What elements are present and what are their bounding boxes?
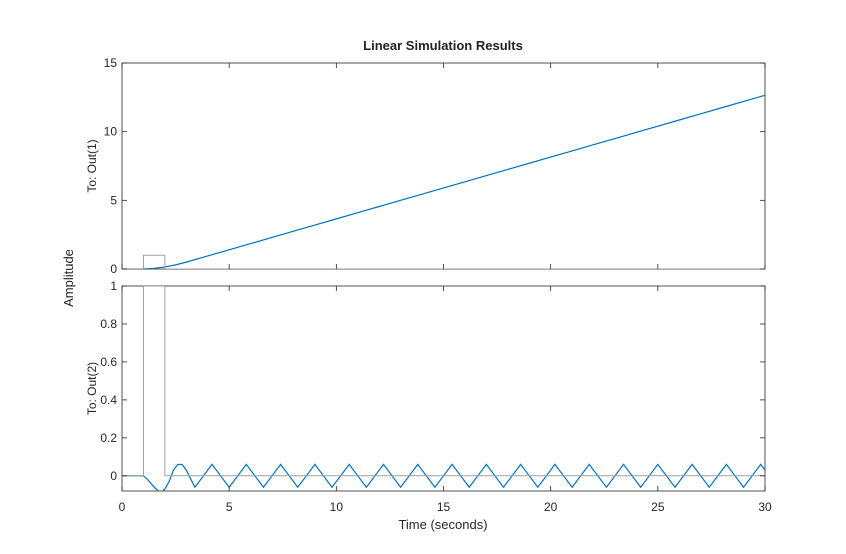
y-tick-label: 0 xyxy=(110,262,117,276)
subplot-2-response-line xyxy=(122,463,765,491)
x-tick-label: 10 xyxy=(330,500,344,514)
x-tick-label: 15 xyxy=(437,500,451,514)
subplot-1-input-line xyxy=(122,254,765,269)
x-tick-label: 25 xyxy=(651,500,665,514)
y-axis-label: Amplitude xyxy=(61,249,76,307)
y-tick-label: 15 xyxy=(104,56,118,70)
subplot-2-input-line xyxy=(122,286,765,477)
y-tick-label: 1 xyxy=(110,279,117,293)
x-axis-label: Time (seconds) xyxy=(398,517,487,532)
y-tick-label: 5 xyxy=(110,193,117,207)
y-tick-label: 0.4 xyxy=(100,393,117,407)
subplot-2-output-label: To: Out(2) xyxy=(85,362,99,415)
subplot-1-output-label: To: Out(1) xyxy=(85,139,99,192)
y-tick-label: 0.8 xyxy=(100,317,117,331)
chart-title: Linear Simulation Results xyxy=(363,38,523,53)
subplot-2-axes-frame xyxy=(121,285,766,492)
y-tick-label: 10 xyxy=(104,125,118,139)
y-tick-label: 0.2 xyxy=(100,431,117,445)
subplot-1-response-line xyxy=(122,94,765,269)
x-tick-label: 5 xyxy=(226,500,233,514)
x-tick-label: 20 xyxy=(544,500,558,514)
x-tick-label: 30 xyxy=(758,500,772,514)
y-tick-label: 0 xyxy=(110,469,117,483)
x-tick-label: 0 xyxy=(119,500,126,514)
subplot-1: 0 5 10 15 To: Out(1) xyxy=(85,56,766,276)
subplot-1-axes-frame xyxy=(121,62,766,270)
y-tick-label: 0.6 xyxy=(100,355,117,369)
